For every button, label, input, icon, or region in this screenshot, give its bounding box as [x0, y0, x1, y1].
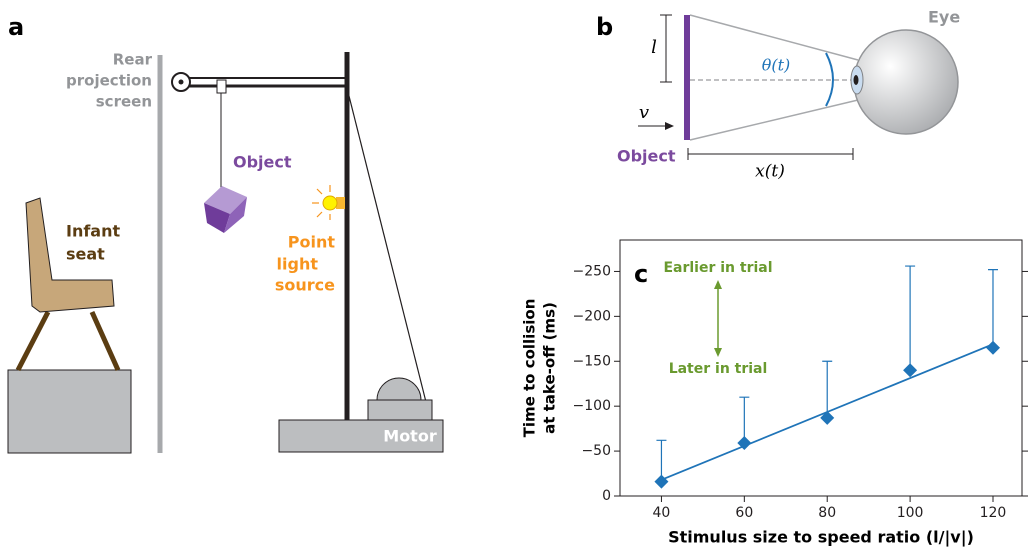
bulb — [322, 195, 338, 211]
cube — [204, 203, 230, 233]
x-axis-label: Stimulus size to speed ratio (l/|v|) — [668, 528, 974, 548]
x-tick-label: 60 — [735, 505, 753, 521]
motor-box — [367, 399, 433, 421]
distance-label: x(t) — [755, 162, 785, 182]
y-tick-label: −200 — [573, 308, 611, 324]
size-label: l — [651, 37, 657, 58]
eye-label: Eye — [928, 8, 960, 27]
light-label: light — [277, 255, 319, 274]
plot-frame — [619, 239, 1023, 497]
panel-a: a Rear projection screen Object Point li… — [7, 13, 444, 454]
bulb-base — [336, 197, 345, 209]
speed-arrowhead — [665, 122, 674, 130]
seat-label: Infant — [66, 222, 120, 241]
object-label: Object — [617, 147, 676, 166]
seat-stand — [7, 369, 132, 454]
seat-leg — [89, 310, 121, 372]
y-axis-label: at take-off (ms) — [541, 302, 559, 434]
distance-bracket — [687, 148, 854, 160]
trolley — [216, 79, 227, 94]
y-tick-label: 0 — [602, 488, 611, 504]
eye — [853, 29, 959, 135]
object-label: Object — [233, 153, 292, 172]
screen-label: Rear — [113, 51, 153, 69]
error-bar — [822, 360, 833, 418]
seat-label: seat — [66, 245, 105, 264]
speed-label: v — [639, 102, 649, 123]
error-bar — [905, 265, 916, 371]
pupil — [853, 75, 859, 85]
cable — [346, 87, 427, 403]
error-bar — [987, 269, 998, 348]
light-rays — [312, 185, 331, 220]
seat — [25, 197, 115, 313]
annotation: Later in trial — [669, 361, 768, 377]
motor-label: Motor — [383, 427, 437, 446]
panel-label: a — [8, 13, 24, 41]
motor-dome — [376, 377, 422, 401]
view-line — [689, 99, 859, 141]
y-tick-label: −150 — [573, 353, 611, 369]
y-tick-label: −100 — [573, 398, 611, 414]
marker — [903, 363, 918, 378]
x-tick-label: 100 — [897, 505, 924, 521]
motor-base — [278, 419, 444, 453]
cube — [224, 197, 247, 233]
light-label: Point — [288, 233, 336, 252]
x-tick-label: 80 — [818, 505, 836, 521]
x-tick-label: 120 — [980, 505, 1007, 521]
y-tick-label: −50 — [581, 443, 611, 459]
error-bar — [739, 396, 750, 444]
screen-label: projection — [66, 72, 152, 90]
annotation-arrowhead — [714, 280, 722, 289]
object-bar — [684, 15, 690, 140]
panel-c: c Earlier in trial Later in trial Stimul… — [521, 239, 1028, 548]
marker — [654, 474, 669, 489]
light-label: source — [275, 276, 335, 295]
angle-arc — [825, 52, 834, 107]
x-tick-label: 40 — [653, 505, 671, 521]
panel-label: c — [634, 260, 648, 288]
panel-b: b θ(t) Eye l v Object x(t) — [596, 8, 960, 182]
marker — [820, 410, 835, 425]
y-axis-label: Time to collision — [521, 299, 539, 438]
cube — [204, 186, 247, 214]
angle-label: θ(t) — [762, 56, 791, 75]
seat-leg — [15, 310, 51, 372]
screen-label: screen — [96, 93, 152, 111]
marker — [985, 340, 1000, 355]
annotation: Earlier in trial — [663, 260, 772, 276]
annotation-arrowhead — [714, 348, 722, 357]
y-tick-label: −250 — [573, 263, 611, 279]
marker — [737, 436, 752, 451]
panel-label: b — [596, 13, 613, 41]
view-line — [689, 14, 859, 61]
size-bracket — [660, 14, 672, 83]
pulley-axle — [178, 79, 184, 85]
